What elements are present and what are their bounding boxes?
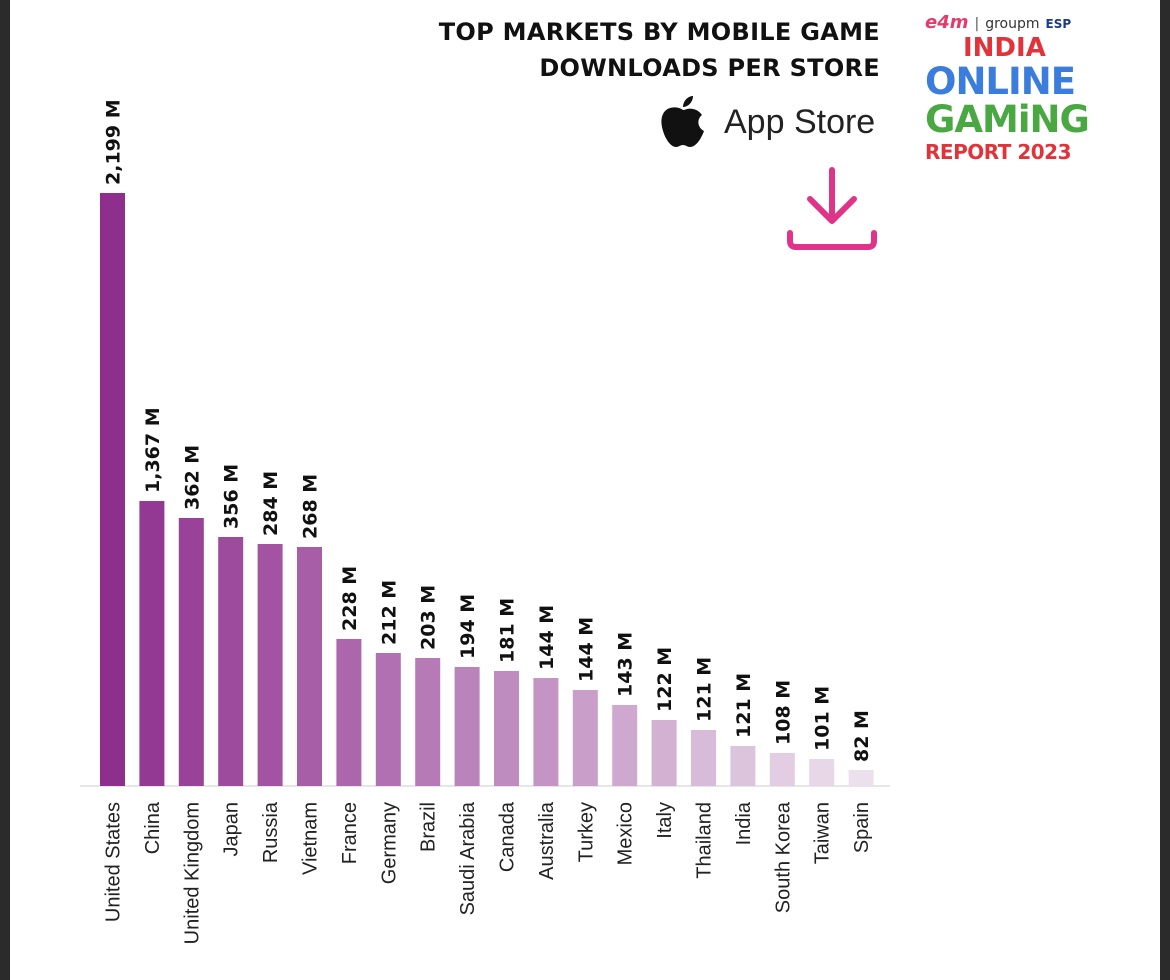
logo-line-report: REPORT 2023 — [925, 140, 1072, 164]
bar-china — [139, 501, 165, 786]
x-tick-label: Japan — [221, 802, 243, 857]
bar-germany — [375, 653, 401, 786]
x-tick-label: Australia — [536, 801, 558, 880]
x-tick-label: United States — [103, 802, 125, 922]
bar-vietnam — [297, 547, 322, 786]
download-icon — [787, 167, 877, 250]
data-label: 1,367 M — [142, 407, 164, 493]
bar-saudi-arabia — [454, 667, 480, 786]
data-label: 143 M — [615, 632, 637, 697]
logo-line-india: INDIA — [963, 33, 1046, 63]
x-tick-label: Saudi Arabia — [457, 801, 479, 915]
data-label: 2,199 M — [103, 99, 125, 185]
x-tick-label: Russia — [260, 801, 282, 863]
bar-united-states — [100, 193, 125, 786]
x-tick-label: Canada — [497, 801, 519, 872]
x-tick-label: Vietnam — [300, 802, 322, 875]
x-tick-label: India — [733, 801, 755, 845]
bar-turkey — [572, 690, 598, 786]
title-line-1: TOP MARKETS BY MOBILE GAME — [438, 18, 880, 46]
data-label: 356 M — [221, 464, 243, 529]
data-label: 101 M — [812, 686, 834, 751]
logo-line-online: ONLINE — [925, 60, 1076, 103]
store-name: App Store — [724, 102, 876, 141]
x-tick-label: United Kingdom — [181, 802, 203, 944]
page: TOP MARKETS BY MOBILE GAME DOWNLOADS PER… — [10, 0, 1160, 980]
logo-esp: ESP — [1045, 17, 1072, 31]
data-label: 284 M — [260, 471, 282, 536]
bar-mexico — [612, 705, 638, 786]
chart-title: TOP MARKETS BY MOBILE GAME DOWNLOADS PER… — [320, 14, 880, 86]
data-label: 228 M — [339, 566, 361, 631]
bar-thailand — [691, 730, 716, 786]
logo-line-gaming: GAMiNG — [925, 98, 1090, 141]
bar-france — [336, 639, 362, 786]
x-tick-label: Taiwan — [812, 802, 834, 864]
x-tick-label: Brazil — [418, 802, 440, 852]
bar-russia — [257, 544, 283, 786]
data-label: 203 M — [418, 585, 440, 650]
bar-italy — [651, 720, 677, 786]
data-label: 212 M — [378, 580, 400, 645]
bar-australia — [533, 678, 559, 786]
data-label: 144 M — [536, 605, 558, 670]
bar-india — [730, 746, 756, 786]
data-label: 82 M — [851, 710, 873, 762]
bar-japan — [218, 537, 244, 786]
logo-separator: | — [974, 16, 980, 32]
bar-canada — [494, 671, 519, 786]
x-tick-label: South Korea — [772, 801, 794, 913]
bar-south-korea — [769, 753, 795, 786]
apple-icon — [661, 96, 704, 147]
bar-spain — [848, 770, 874, 786]
x-tick-label: Mexico — [615, 802, 637, 865]
x-tick-label: Turkey — [575, 802, 597, 862]
logo-e4m: e4m — [925, 12, 969, 33]
x-tick-label: France — [339, 802, 361, 864]
data-label: 121 M — [733, 673, 755, 738]
title-line-2: DOWNLOADS PER STORE — [539, 54, 880, 82]
x-tick-label: China — [142, 801, 164, 854]
x-tick-label: Germany — [378, 802, 400, 884]
store-label: App Store — [660, 92, 875, 152]
data-label: 268 M — [300, 474, 322, 539]
x-tick-label: Spain — [851, 802, 873, 853]
data-label: 144 M — [575, 617, 597, 682]
x-tick-label: Italy — [654, 802, 676, 839]
bar-taiwan — [809, 759, 835, 786]
bar-united-kingdom — [178, 518, 204, 786]
report-logo: e4m | groupm ESP INDIA ONLINE GAMiNG REP… — [925, 12, 1090, 165]
x-tick-label: Thailand — [694, 802, 716, 879]
data-label: 362 M — [181, 445, 203, 510]
data-label: 121 M — [694, 657, 716, 722]
bar-brazil — [415, 658, 441, 786]
data-label: 194 M — [457, 594, 479, 659]
logo-groupm: groupm — [985, 16, 1040, 32]
data-label: 181 M — [497, 598, 519, 663]
logo-brands: e4m | groupm ESP — [925, 12, 1085, 33]
data-label: 122 M — [654, 647, 676, 712]
data-label: 108 M — [772, 680, 794, 745]
